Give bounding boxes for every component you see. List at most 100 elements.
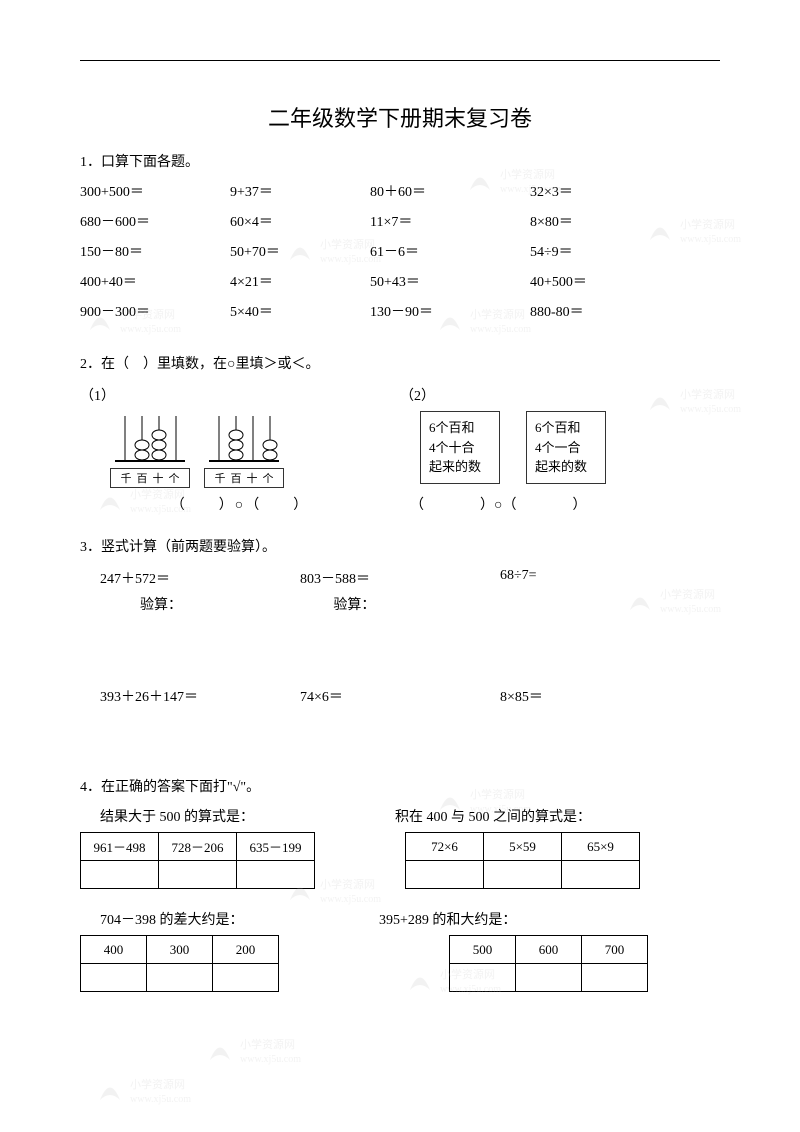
q1-heading: 1．口算下面各题。 <box>80 151 720 171</box>
q2-left-answer-line: （ ）○（ ） <box>80 494 400 514</box>
abacus-digits-label: 千百十个 <box>204 468 284 488</box>
q1-cell: 680－600＝ <box>80 211 230 231</box>
q4-label-d: 395+289 的和大约是： <box>379 909 648 929</box>
q3-heading: 3．竖式计算（前两题要验算）。 <box>80 536 720 556</box>
svg-text:小学资源网: 小学资源网 <box>130 1077 185 1091</box>
choice-cell: 961－498 <box>81 833 159 861</box>
q2-right-number: （2） <box>400 385 720 405</box>
q3-expr: 393＋26＋147＝ <box>100 686 300 706</box>
q4-label-c: 704－398 的差大约是： <box>100 909 279 929</box>
choice-cell: 600 <box>516 936 582 964</box>
table-row <box>406 861 640 889</box>
table-row: 500 600 700 <box>450 936 648 964</box>
wordbox-1: 6个百和 4个十合 起来的数 <box>420 411 500 484</box>
choice-cell: 728－206 <box>159 833 237 861</box>
q4-heading: 4．在正确的答案下面打"√"。 <box>80 776 720 796</box>
table-row <box>81 964 279 992</box>
q1-cell: 80＋60＝ <box>370 181 530 201</box>
q1-mental-grid: 300+500＝ 9+37＝ 80＋60＝ 32×3＝ 680－600＝ 60×… <box>80 181 720 321</box>
q4-col-b: 积在 400 与 500 之间的算式是： 72×6 5×59 65×9 <box>375 806 640 889</box>
q1-cell: 5×40＝ <box>230 301 370 321</box>
q2-left-number: （1） <box>80 385 400 405</box>
abacus-digits-label: 千百十个 <box>110 468 190 488</box>
choice-cell: 200 <box>213 936 279 964</box>
abacus-pair: 千百十个 千百十个 <box>110 411 400 488</box>
q3-expr: 247＋572＝ <box>100 568 300 588</box>
q4-col-a: 结果大于 500 的算式是： 961－498 728－206 635－199 <box>80 806 315 889</box>
q1-cell: 50+43＝ <box>370 271 530 291</box>
abacus-icon <box>204 411 284 466</box>
choice-cell: 65×9 <box>562 833 640 861</box>
page-title: 二年级数学下册期末复习卷 <box>80 101 720 133</box>
watermark-icon: 小学资源网 www.xj5u.com <box>90 1070 220 1115</box>
q3-expr: 803－588＝ <box>300 568 500 588</box>
q1-cell: 4×21＝ <box>230 271 370 291</box>
q3-expr: 68÷7= <box>500 568 700 588</box>
q1-row: 900－300＝ 5×40＝ 130－90＝ 880-80＝ <box>80 301 720 321</box>
q1-cell: 130－90＝ <box>370 301 530 321</box>
q1-cell: 11×7＝ <box>370 211 530 231</box>
choice-cell: 700 <box>582 936 648 964</box>
q1-row: 680－600＝ 60×4＝ 11×7＝ 8×80＝ <box>80 211 720 231</box>
watermark-icon: 小学资源网 www.xj5u.com <box>200 1030 330 1075</box>
q3-expr: 8×85＝ <box>500 686 700 706</box>
choice-cell: 635－199 <box>237 833 315 861</box>
q1-cell: 9+37＝ <box>230 181 370 201</box>
svg-text:www.xj5u.com: www.xj5u.com <box>130 1094 191 1105</box>
table-row <box>450 964 648 992</box>
q1-cell: 60×4＝ <box>230 211 370 231</box>
q1-cell: 50+70＝ <box>230 241 370 261</box>
choice-cell: 400 <box>81 936 147 964</box>
svg-text:小学资源网: 小学资源网 <box>240 1037 295 1051</box>
choice-cell: 300 <box>147 936 213 964</box>
q3-row1: 247＋572＝ 803－588＝ 68÷7= <box>100 568 720 588</box>
abacus-1: 千百十个 <box>110 411 190 488</box>
q1-cell: 300+500＝ <box>80 181 230 201</box>
wordbox-line: 起来的数 <box>429 457 491 477</box>
wordbox-line: 4个十合 <box>429 438 491 458</box>
wordbox-line: 起来的数 <box>535 457 597 477</box>
q2-right: （2） 6个百和 4个十合 起来的数 6个百和 4个一合 起来的数 （ ）○（ … <box>400 385 720 514</box>
q1-cell: 61－6＝ <box>370 241 530 261</box>
table-row <box>81 861 315 889</box>
wordbox-line: 6个百和 <box>535 418 597 438</box>
q1-row: 300+500＝ 9+37＝ 80＋60＝ 32×3＝ <box>80 181 720 201</box>
abacus-2: 千百十个 <box>204 411 284 488</box>
table-row: 961－498 728－206 635－199 <box>81 833 315 861</box>
q1-cell: 40+500＝ <box>530 271 680 291</box>
wordbox-line: 4个一合 <box>535 438 597 458</box>
q4-label-a: 结果大于 500 的算式是： <box>100 806 315 826</box>
q3-row2: 393＋26＋147＝ 74×6＝ 8×85＝ <box>100 686 720 706</box>
choice-cell: 72×6 <box>406 833 484 861</box>
table-row: 400 300 200 <box>81 936 279 964</box>
q3-check: 验算： <box>333 594 526 614</box>
q4-col-d: 395+289 的和大约是： 500 600 700 <box>379 909 648 992</box>
svg-text:www.xj5u.com: www.xj5u.com <box>240 1054 301 1065</box>
q2-heading: 2．在（ ）里填数，在○里填＞或＜。 <box>80 353 720 373</box>
table-row: 72×6 5×59 65×9 <box>406 833 640 861</box>
q4-table-a: 961－498 728－206 635－199 <box>80 832 315 889</box>
q1-cell: 150－80＝ <box>80 241 230 261</box>
q2-right-answer-line: （ ）○（ ） <box>410 494 720 514</box>
wordbox-2: 6个百和 4个一合 起来的数 <box>526 411 606 484</box>
abacus-icon <box>110 411 190 466</box>
q1-cell: 400+40＝ <box>80 271 230 291</box>
wordbox-line: 6个百和 <box>429 418 491 438</box>
q3-check-row: 验算： 验算： <box>100 590 720 614</box>
page-top-rule <box>80 60 720 61</box>
q1-row: 400+40＝ 4×21＝ 50+43＝ 40+500＝ <box>80 271 720 291</box>
q2-left: （1） 千百十个 <box>80 385 400 514</box>
q4-col-c: 704－398 的差大约是： 400 300 200 <box>80 909 279 992</box>
q1-cell: 880-80＝ <box>530 301 680 321</box>
q1-cell: 32×3＝ <box>530 181 680 201</box>
q4-row-cd: 704－398 的差大约是： 400 300 200 395+289 的和大约是… <box>80 909 720 992</box>
q4-label-b: 积在 400 与 500 之间的算式是： <box>395 806 640 826</box>
q1-row: 150－80＝ 50+70＝ 61－6＝ 54÷9＝ <box>80 241 720 261</box>
q4-row-ab: 结果大于 500 的算式是： 961－498 728－206 635－199 积… <box>80 806 720 889</box>
q4-table-d: 500 600 700 <box>449 935 648 992</box>
q3-check: 验算： <box>140 594 333 614</box>
q2-content: （1） 千百十个 <box>80 385 720 514</box>
q1-cell: 8×80＝ <box>530 211 680 231</box>
q1-cell: 900－300＝ <box>80 301 230 321</box>
svg-text:www.xj5u.com: www.xj5u.com <box>320 894 381 905</box>
